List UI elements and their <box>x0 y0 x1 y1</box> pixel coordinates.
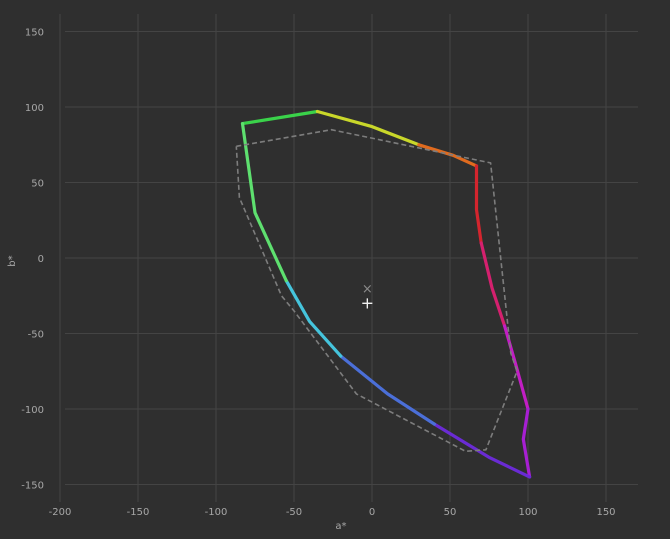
x-tick-label: -100 <box>205 507 228 518</box>
measured-gamut-segment <box>240 122 288 283</box>
measured-gamut-segment <box>432 422 532 479</box>
y-tick-label: 0 <box>38 254 44 265</box>
y-tick-label: 100 <box>25 103 44 114</box>
measured-gamut-segment <box>521 407 532 479</box>
measured-gamut-segment <box>315 109 421 147</box>
measured-gamut-segment <box>284 279 343 358</box>
x-tick-label: 0 <box>369 507 375 518</box>
measured-gamut-segment <box>503 324 530 411</box>
y-axis-label: b* <box>7 255 18 266</box>
marker-group: ×+ <box>361 282 374 312</box>
x-tick-label: 50 <box>444 507 457 518</box>
reference-gamut-line <box>235 128 518 453</box>
measured-gamut-segment <box>479 241 507 328</box>
x-tick-label: -200 <box>49 507 72 518</box>
measured-gamut-segment <box>339 354 436 426</box>
tick-label-group: -200 -150 -100 -50 0 50 100 150 150 100 50 0 -50 -100… <box>21 28 615 519</box>
y-tick-label: 50 <box>31 179 44 190</box>
y-tick-label: -50 <box>28 330 44 341</box>
grid-lines <box>59 14 638 502</box>
white-point-cross-marker: × <box>362 282 373 297</box>
x-tick-label: 150 <box>596 507 615 518</box>
series-group <box>235 109 532 479</box>
measured-gamut-segment <box>474 164 483 245</box>
x-tick-label: 100 <box>518 507 537 518</box>
y-tick-label: -100 <box>21 405 44 416</box>
white-point-plus-marker: + <box>361 293 374 312</box>
x-tick-label: -150 <box>127 507 150 518</box>
measured-gamut-segment <box>240 109 319 126</box>
y-tick-label: 150 <box>25 28 44 39</box>
y-tick-label: -150 <box>21 481 44 492</box>
x-axis-label: a* <box>335 521 346 532</box>
x-tick-label: -50 <box>286 507 302 518</box>
